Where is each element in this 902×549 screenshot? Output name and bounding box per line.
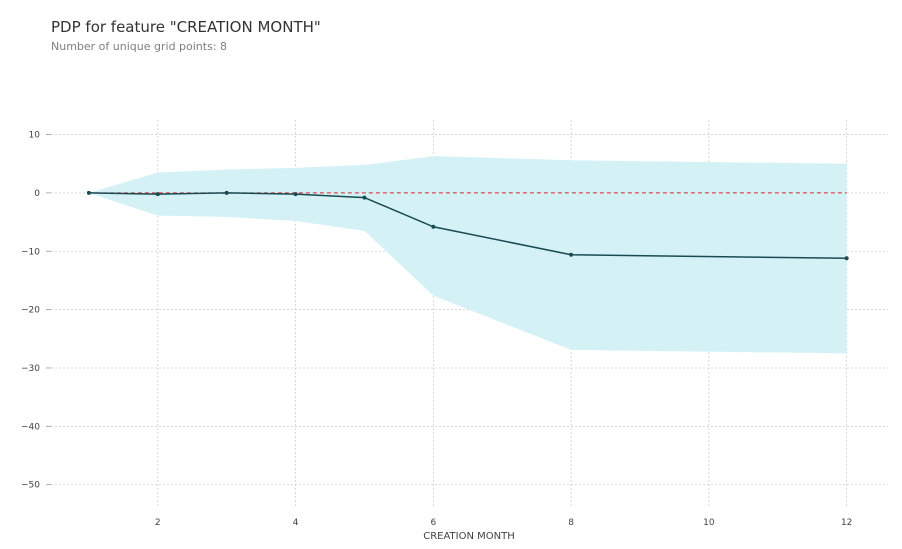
y-tick-label: −20	[21, 306, 40, 316]
data-point	[293, 192, 298, 197]
data-point	[431, 224, 436, 229]
y-tick-label: −50	[21, 481, 40, 491]
y-tick-label: −10	[21, 247, 40, 257]
data-point	[155, 192, 160, 197]
x-tick-label: 12	[841, 518, 852, 528]
y-tick-label: 10	[29, 131, 41, 141]
x-axis-ticks: 2 4 6 8 10 12	[155, 518, 852, 528]
data-point	[844, 256, 849, 261]
x-tick-label: 4	[293, 518, 299, 528]
confidence-band	[88, 156, 847, 354]
y-tick-label: −40	[21, 422, 40, 432]
data-point	[569, 252, 574, 257]
pdp-line	[88, 192, 847, 260]
data-points	[86, 190, 849, 261]
x-tick-label: 6	[430, 518, 436, 528]
confidence-band-area	[88, 156, 847, 354]
y-axis-ticks: 10 0 −10 −20 −30 −40 −50	[21, 131, 51, 491]
x-tick-label: 2	[155, 518, 161, 528]
data-point	[362, 195, 367, 200]
x-axis-label: CREATION MONTH	[423, 531, 515, 542]
pdp-series-line	[88, 192, 847, 260]
y-tick-label: −30	[21, 364, 40, 374]
chart-subtitle: Number of unique grid points: 8	[51, 40, 228, 53]
y-tick-label: 0	[34, 189, 40, 199]
data-point	[224, 190, 229, 195]
x-tick-label: 8	[568, 518, 574, 528]
x-tick-label: 10	[703, 518, 715, 528]
data-point	[86, 190, 91, 195]
chart-title: PDP for feature "CREATION MONTH"	[51, 18, 321, 36]
